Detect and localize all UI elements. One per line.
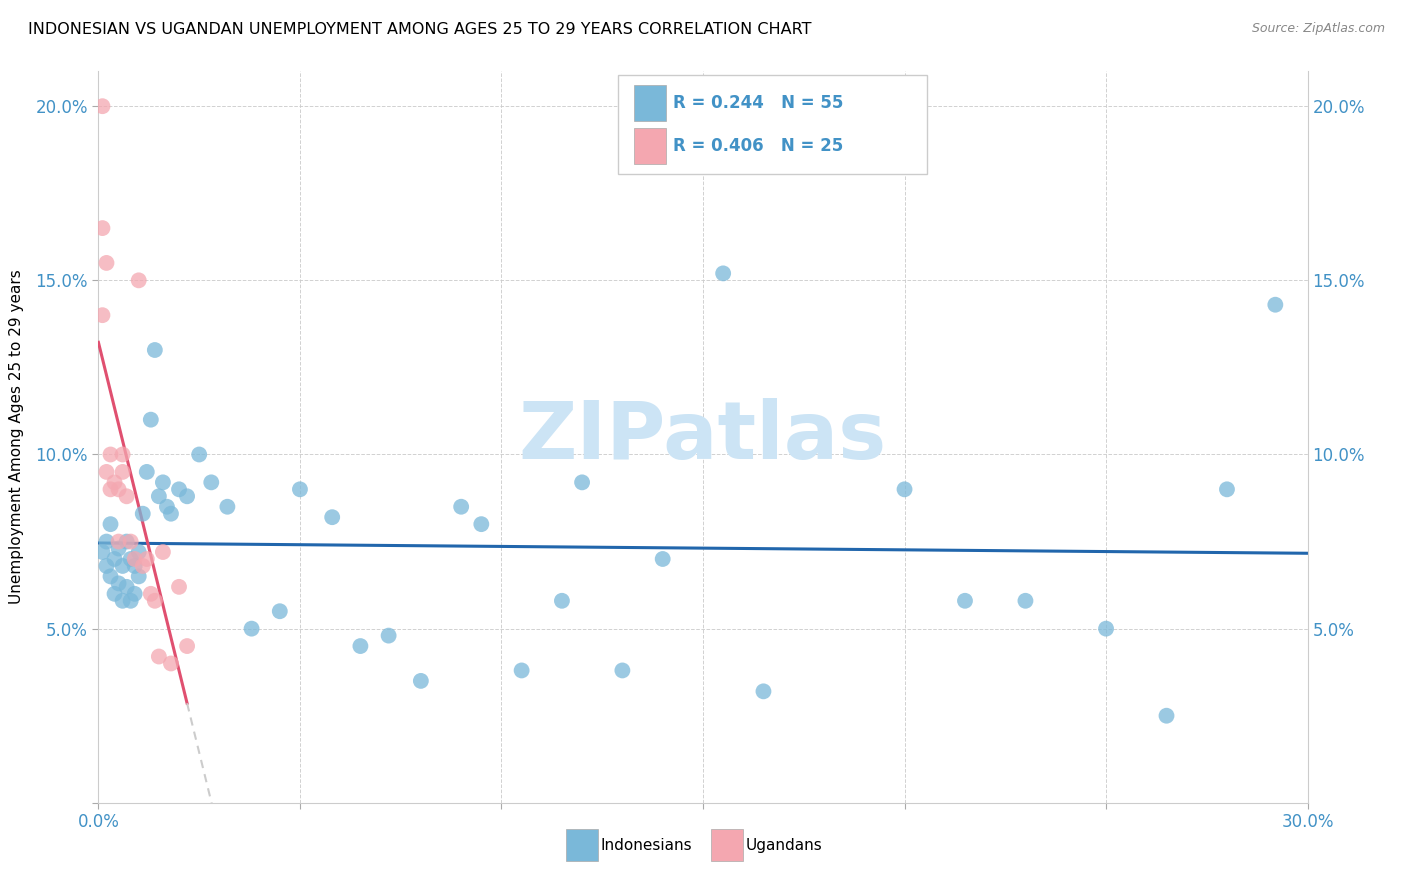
Point: [148, 649, 170, 664]
Point: [152, 475, 174, 490]
Point: [148, 489, 170, 503]
Point: [893, 483, 915, 497]
Point: [651, 552, 673, 566]
Point: [111, 594, 134, 608]
Point: [132, 558, 155, 573]
Point: [96, 256, 118, 270]
Point: [377, 629, 399, 643]
Text: R = 0.244   N = 55: R = 0.244 N = 55: [672, 95, 844, 112]
Point: [91, 308, 114, 322]
Point: [1264, 298, 1286, 312]
Point: [128, 569, 150, 583]
Point: [100, 483, 122, 497]
Point: [176, 489, 198, 503]
Point: [103, 587, 125, 601]
Point: [752, 684, 775, 698]
Point: [510, 664, 533, 678]
Point: [160, 507, 183, 521]
Point: [107, 576, 129, 591]
Point: [107, 541, 129, 556]
Point: [269, 604, 291, 618]
Point: [551, 594, 574, 608]
Point: [120, 534, 142, 549]
Point: [100, 448, 122, 462]
Point: [111, 465, 134, 479]
Point: [100, 517, 122, 532]
Point: [107, 534, 129, 549]
Point: [107, 483, 129, 497]
FancyBboxPatch shape: [711, 830, 742, 862]
Point: [139, 587, 162, 601]
Point: [217, 500, 239, 514]
Point: [96, 534, 118, 549]
FancyBboxPatch shape: [634, 86, 665, 121]
Point: [1095, 622, 1118, 636]
Point: [103, 475, 125, 490]
Point: [188, 448, 211, 462]
Point: [1156, 708, 1178, 723]
Point: [143, 594, 166, 608]
Point: [96, 465, 118, 479]
Point: [103, 552, 125, 566]
Point: [111, 558, 134, 573]
Text: Indonesians: Indonesians: [600, 838, 692, 853]
Point: [200, 475, 222, 490]
Point: [953, 594, 976, 608]
Point: [156, 500, 179, 514]
Point: [349, 639, 371, 653]
Point: [135, 465, 157, 479]
Point: [100, 569, 122, 583]
Point: [128, 545, 150, 559]
Point: [91, 221, 114, 235]
Point: [91, 99, 114, 113]
Point: [409, 673, 432, 688]
Point: [288, 483, 311, 497]
Text: R = 0.406   N = 25: R = 0.406 N = 25: [672, 137, 844, 155]
Point: [167, 580, 190, 594]
Point: [124, 558, 146, 573]
Point: [120, 552, 142, 566]
Point: [139, 412, 162, 426]
Point: [115, 489, 138, 503]
Point: [167, 483, 190, 497]
Text: INDONESIAN VS UGANDAN UNEMPLOYMENT AMONG AGES 25 TO 29 YEARS CORRELATION CHART: INDONESIAN VS UGANDAN UNEMPLOYMENT AMONG…: [28, 22, 811, 37]
Point: [132, 507, 155, 521]
Point: [470, 517, 492, 532]
Text: Source: ZipAtlas.com: Source: ZipAtlas.com: [1251, 22, 1385, 36]
Y-axis label: Unemployment Among Ages 25 to 29 years: Unemployment Among Ages 25 to 29 years: [10, 269, 24, 605]
Point: [135, 552, 157, 566]
Point: [96, 558, 118, 573]
Point: [128, 273, 150, 287]
Point: [120, 594, 142, 608]
Point: [160, 657, 183, 671]
Point: [612, 664, 634, 678]
Point: [152, 545, 174, 559]
Point: [91, 545, 114, 559]
Point: [450, 500, 472, 514]
Point: [115, 534, 138, 549]
Text: Ugandans: Ugandans: [745, 838, 823, 853]
Point: [124, 587, 146, 601]
Point: [321, 510, 343, 524]
Point: [111, 448, 134, 462]
Point: [176, 639, 198, 653]
Point: [240, 622, 263, 636]
Point: [711, 266, 734, 280]
FancyBboxPatch shape: [567, 830, 598, 862]
Point: [571, 475, 593, 490]
Point: [115, 580, 138, 594]
FancyBboxPatch shape: [619, 75, 927, 174]
Point: [143, 343, 166, 357]
Point: [1216, 483, 1239, 497]
Text: ZIPatlas: ZIPatlas: [519, 398, 887, 476]
FancyBboxPatch shape: [634, 128, 665, 164]
Point: [124, 552, 146, 566]
Point: [1014, 594, 1036, 608]
